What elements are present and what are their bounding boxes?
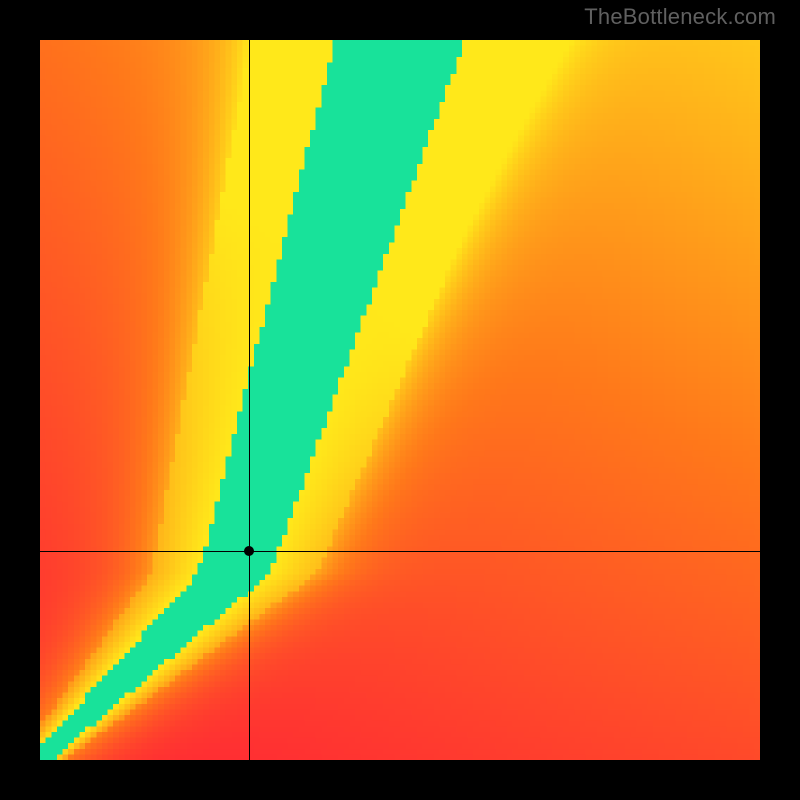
bottleneck-heatmap (40, 40, 760, 760)
heatmap-canvas (40, 40, 760, 760)
marker-point (244, 546, 254, 556)
crosshair-vertical (249, 40, 250, 760)
crosshair-horizontal (40, 551, 760, 552)
watermark-text: TheBottleneck.com (584, 4, 776, 30)
